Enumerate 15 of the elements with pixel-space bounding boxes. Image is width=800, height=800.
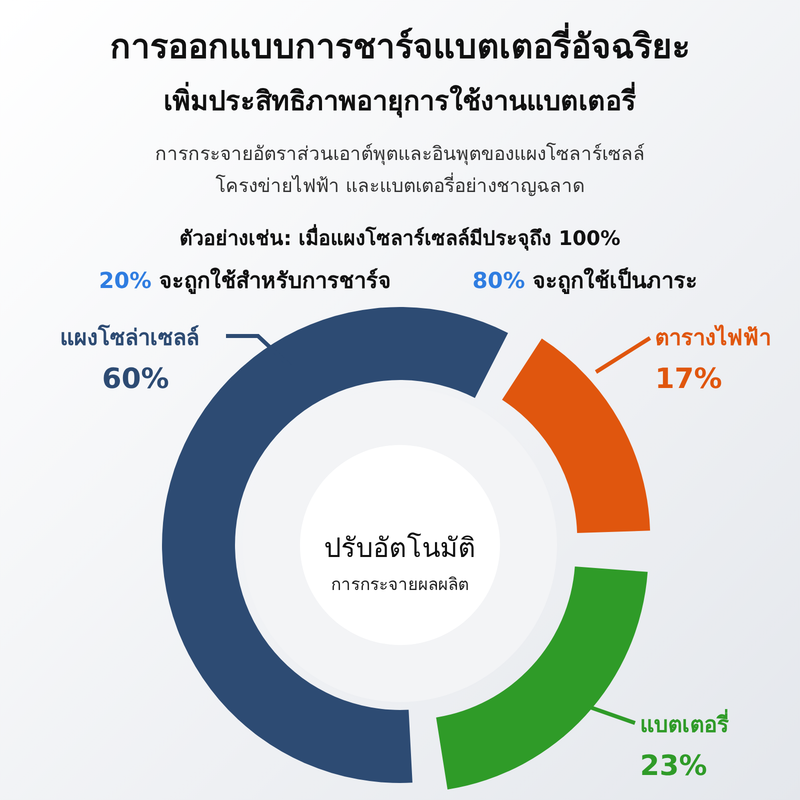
text: ปรับอัตโนมัติ: [324, 533, 476, 564]
data-label: 17%: [655, 362, 722, 395]
chart-title: การออกแบบการชาร์จแบตเตอรี่อัจฉริยะ: [110, 22, 690, 67]
slice-label: แบตเตอรี่: [640, 708, 729, 738]
chart-subtitle: เพิ่มประสิทธิภาพอายุการใช้งานแบตเตอรี่: [164, 81, 636, 118]
text: การกระจายอัตราส่วนเอาต์พุตและอินพุตของแผงโซลาร์เซลล์: [155, 142, 645, 166]
text: 20% จะถูกใช้สำหรับการชาร์จ: [98, 267, 392, 295]
text: ตัวอย่างเช่น: เมื่อแผงโซลาร์เซลล์มีประจุถึง 100%: [180, 223, 620, 251]
slice-label: ตารางไฟฟ้า: [655, 324, 771, 351]
text: โครงข่ายไฟฟ้า และแบตเตอรี่อย่างชาญฉลาด: [215, 172, 585, 197]
legend-label: แผงโซล่าเซลล์: [60, 324, 199, 351]
text: การกระจายผลผลิต: [331, 575, 469, 595]
text: 80% จะถูกใช้เป็นภาระ: [472, 266, 698, 295]
data-label: 23%: [640, 749, 708, 782]
data-label: 60%: [102, 362, 170, 395]
